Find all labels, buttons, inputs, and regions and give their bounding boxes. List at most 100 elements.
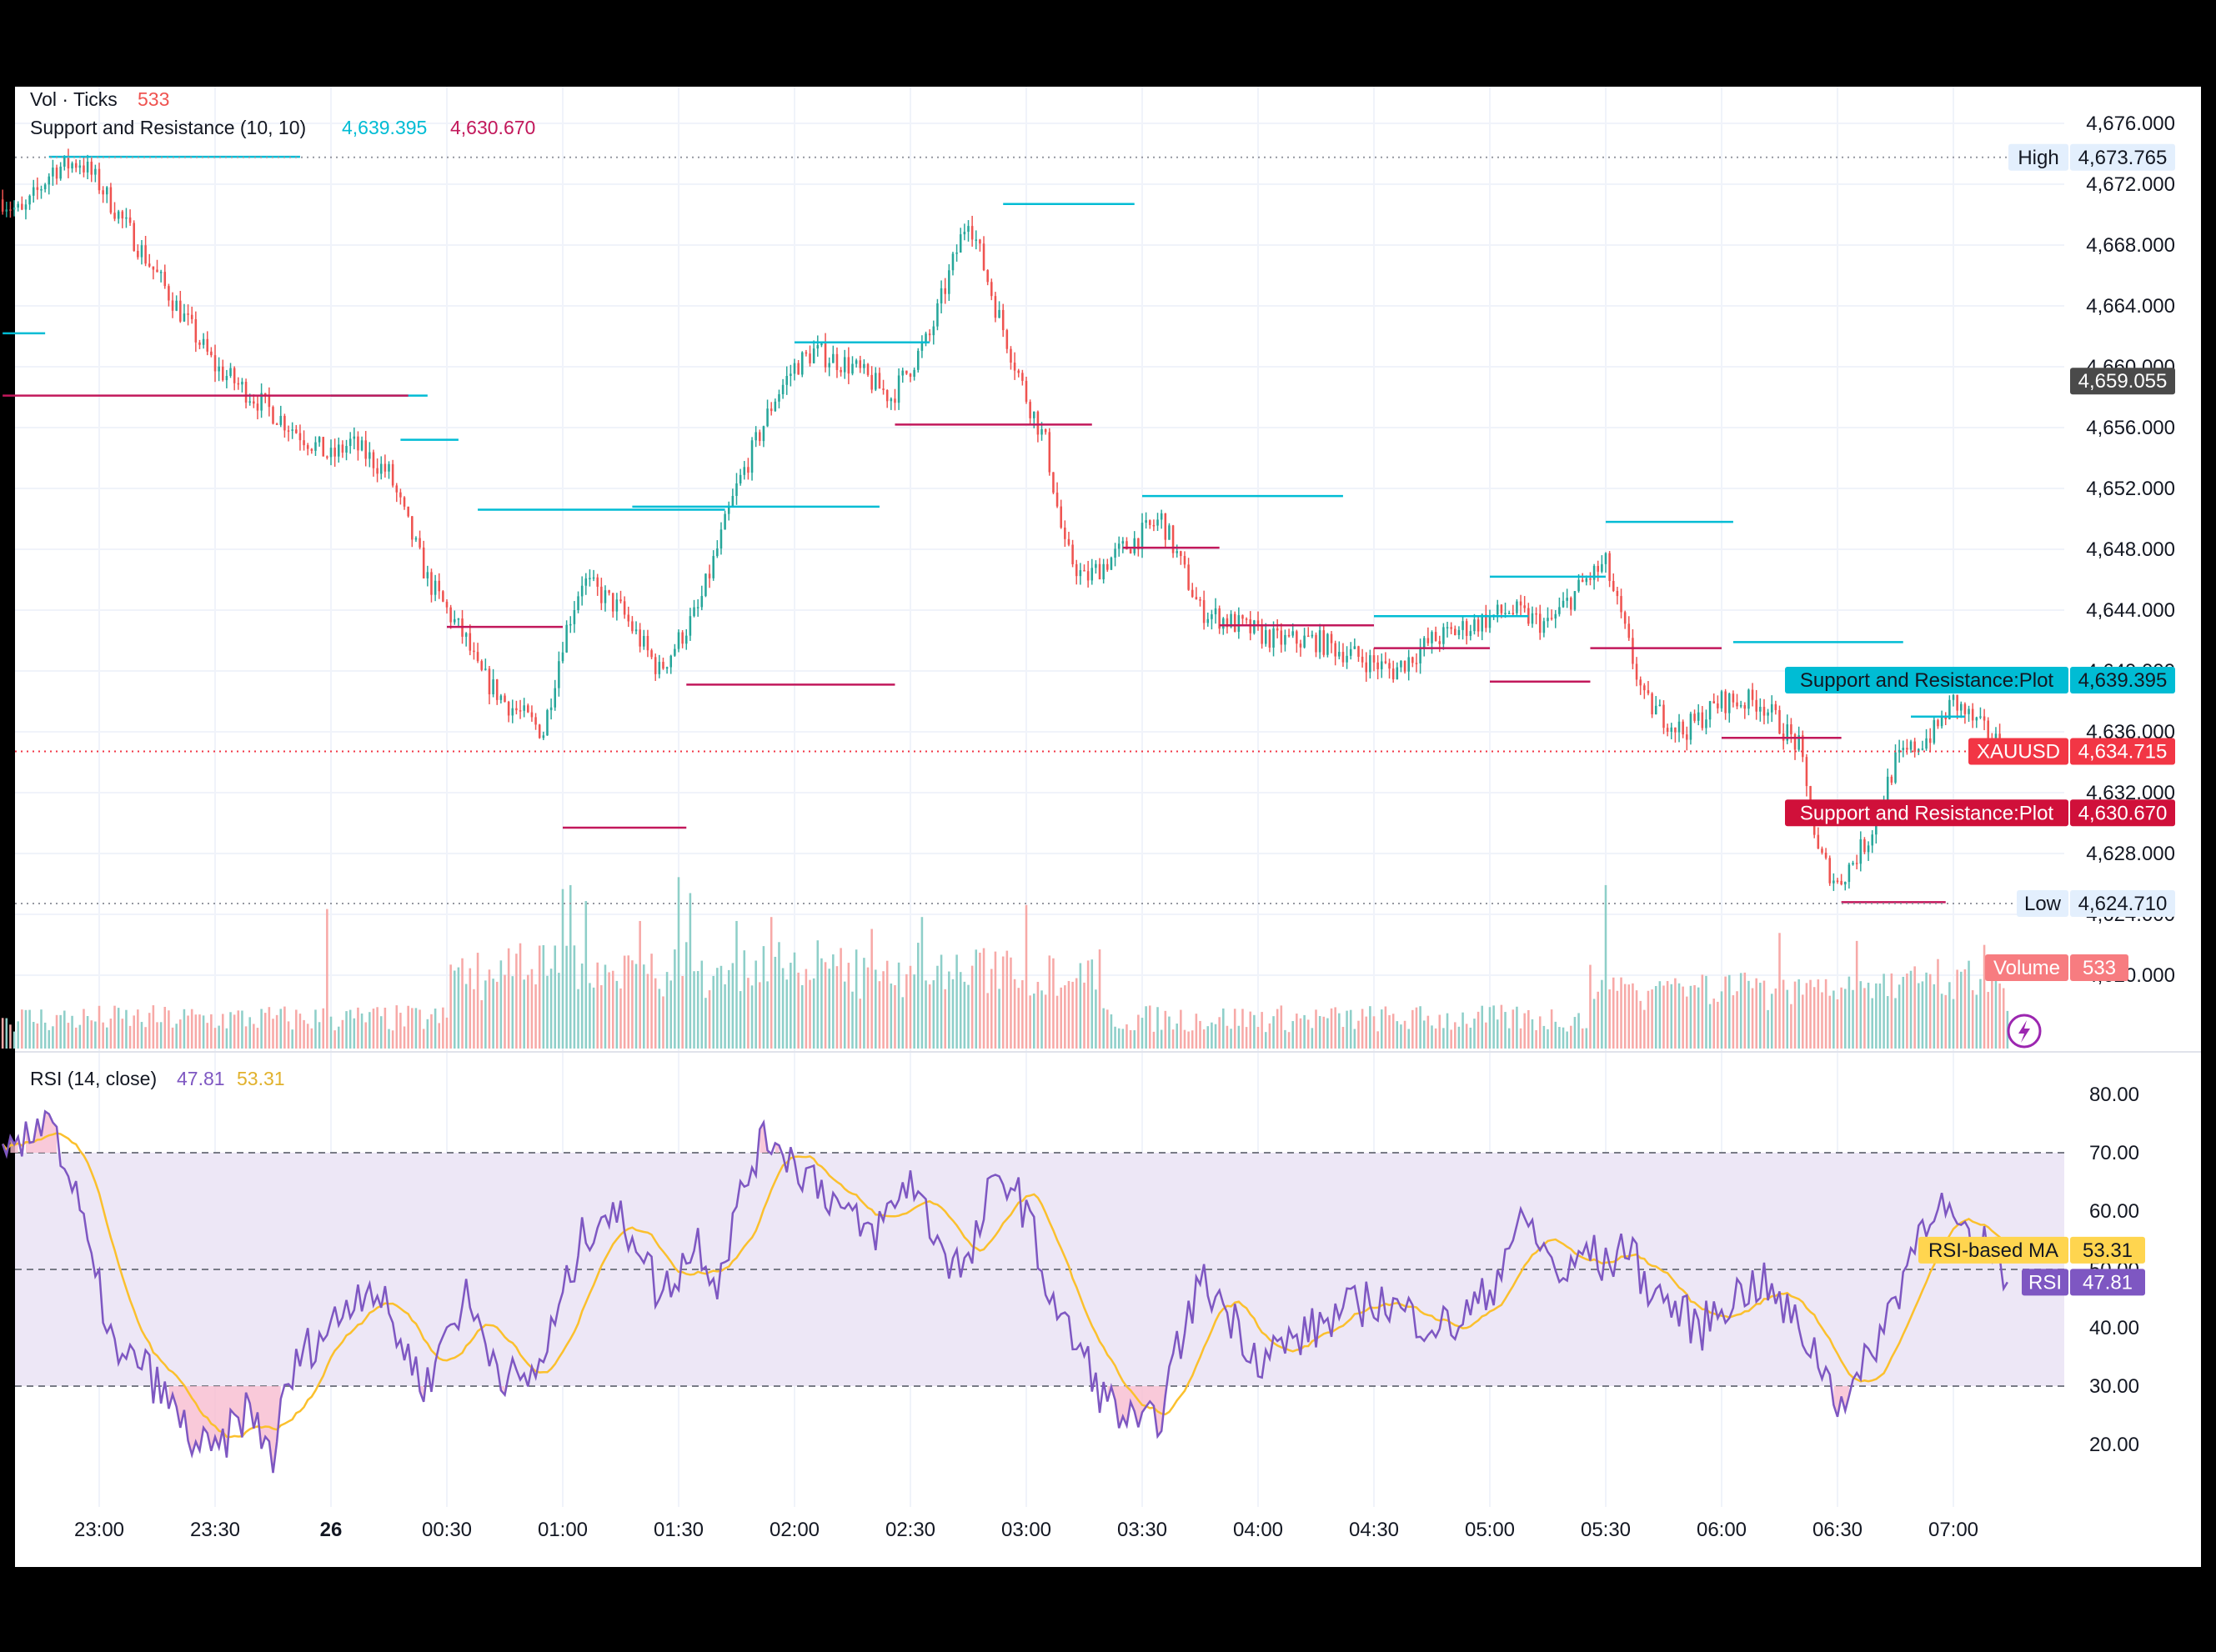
volume-bar [1145, 1006, 1147, 1049]
time-axis-tick: 06:00 [1697, 1519, 1747, 1541]
volume-bar [851, 991, 854, 1049]
volume-bar [573, 945, 576, 1049]
volume-bar [78, 1024, 82, 1049]
volume-bar [1956, 969, 1958, 1049]
candle-body [928, 333, 931, 336]
volume-bar [206, 1023, 209, 1049]
volume-bar [646, 974, 649, 1049]
volume-bar [1226, 1025, 1229, 1049]
candle-body [1712, 701, 1716, 703]
volume-bar [469, 968, 472, 1049]
candle-body [1871, 834, 1873, 846]
volume-bar [1102, 1008, 1105, 1049]
candle-body [809, 353, 811, 363]
volume-bar [1632, 983, 1634, 1049]
volume-bar [36, 1023, 39, 1049]
volume-bar [1627, 984, 1631, 1049]
candle-body [1349, 648, 1352, 656]
volume-bar [248, 1017, 251, 1049]
candle-body [1129, 549, 1132, 553]
candle-body [1044, 428, 1047, 433]
volume-bar [580, 964, 584, 1049]
candle-body [1110, 558, 1113, 570]
candle-body [48, 176, 51, 185]
volume-bar [32, 1022, 35, 1049]
candle-body [689, 616, 692, 636]
rsi-ma-line [2, 1132, 2008, 1439]
volume-bar [1654, 986, 1657, 1049]
volume-bar [684, 942, 688, 1049]
candle-body [1759, 707, 1762, 712]
symbol-value-tag-bg [2070, 738, 2175, 765]
candle-body [851, 363, 854, 374]
candle-body [828, 363, 830, 368]
candle-body [1287, 634, 1291, 637]
candle-body [592, 577, 595, 579]
candle-body [1623, 612, 1627, 624]
volume-bar [291, 1029, 293, 1049]
candle-body [1152, 524, 1156, 527]
volume-bar [855, 949, 858, 1049]
volume-bar [1635, 990, 1638, 1049]
lightning-icon[interactable] [2007, 1014, 2042, 1049]
candle-body [1230, 613, 1232, 628]
volume-bar [1013, 979, 1016, 1049]
volume-bar [1388, 1014, 1391, 1049]
volume-bar [1114, 1026, 1116, 1049]
rsi-extreme-fill [168, 1386, 281, 1474]
candle-body [982, 243, 985, 271]
volume-bar [724, 984, 726, 1049]
time-axis-tick: 01:00 [538, 1519, 588, 1541]
high-label-tag-bg [2008, 143, 2068, 171]
candle-body [1632, 638, 1634, 664]
candle-body [1303, 635, 1306, 648]
candle-body [1516, 601, 1518, 613]
candle-body [1886, 776, 1889, 803]
candle-body [1519, 601, 1522, 606]
volume-bar [388, 1029, 390, 1049]
candle-body [248, 401, 251, 403]
volume-bar [1284, 1029, 1286, 1049]
volume-bar [1991, 974, 1993, 1049]
volume-bar [1585, 1028, 1588, 1049]
volume-bar [1608, 989, 1611, 1049]
candle-body [1442, 627, 1445, 644]
candle-body [63, 155, 66, 167]
volume-bar [589, 983, 591, 1049]
volume-bar [1218, 1017, 1221, 1049]
candle-body [669, 655, 673, 668]
time-axis-tick: 02:30 [885, 1519, 935, 1541]
candle-body [341, 444, 344, 453]
candle-body [163, 272, 167, 287]
candle-body [948, 270, 950, 294]
volume-bar [275, 1014, 278, 1049]
candle-body [1400, 660, 1402, 668]
candle-body [1608, 553, 1611, 582]
volume-bar [1875, 983, 1878, 1049]
candle-body [52, 168, 54, 177]
candle-body [1573, 591, 1577, 610]
candle-body [1284, 634, 1286, 645]
candle-body [1434, 632, 1437, 642]
volume-bar [187, 1015, 189, 1049]
volume-bar [534, 984, 537, 1049]
candle-body [21, 203, 23, 210]
volume-bar [905, 974, 908, 1049]
candle-body [86, 161, 89, 173]
volume-bar [1403, 1020, 1406, 1049]
candle-body [762, 426, 765, 442]
volume-bar [1384, 1006, 1387, 1049]
time-axis-tick: 04:00 [1233, 1519, 1283, 1541]
candle-body [1727, 693, 1731, 713]
candle-body [1086, 571, 1090, 581]
volume-bar [1821, 992, 1823, 1049]
candle-body [90, 161, 93, 175]
candle-body [519, 710, 522, 712]
candle-body [1832, 880, 1835, 884]
volume-bar [1488, 1007, 1492, 1049]
candle-body [1937, 719, 1939, 727]
candle-body [495, 679, 499, 700]
candle-body [1689, 713, 1692, 740]
price-axis-tick: 4,672.000 [2086, 173, 2175, 196]
